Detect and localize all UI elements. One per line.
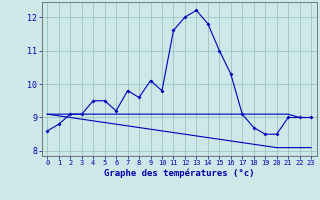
X-axis label: Graphe des températures (°c): Graphe des températures (°c) [104,169,254,178]
